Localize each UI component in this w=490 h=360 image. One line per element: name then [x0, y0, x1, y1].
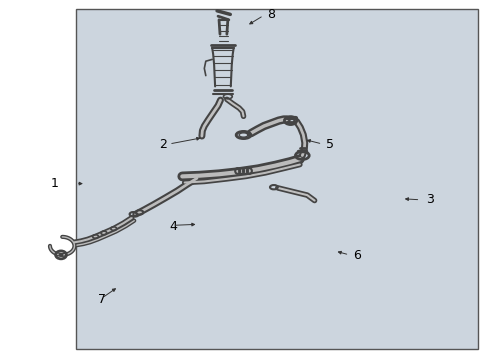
Text: 7: 7	[98, 293, 106, 306]
Text: 3: 3	[426, 193, 434, 206]
Text: 8: 8	[267, 8, 275, 21]
Bar	[76, 9, 478, 349]
Text: 4: 4	[169, 220, 177, 233]
Text: 6: 6	[353, 249, 361, 262]
Text: 2: 2	[159, 138, 167, 150]
Ellipse shape	[59, 253, 64, 257]
Text: 5: 5	[326, 138, 334, 150]
Text: 1: 1	[51, 177, 59, 190]
